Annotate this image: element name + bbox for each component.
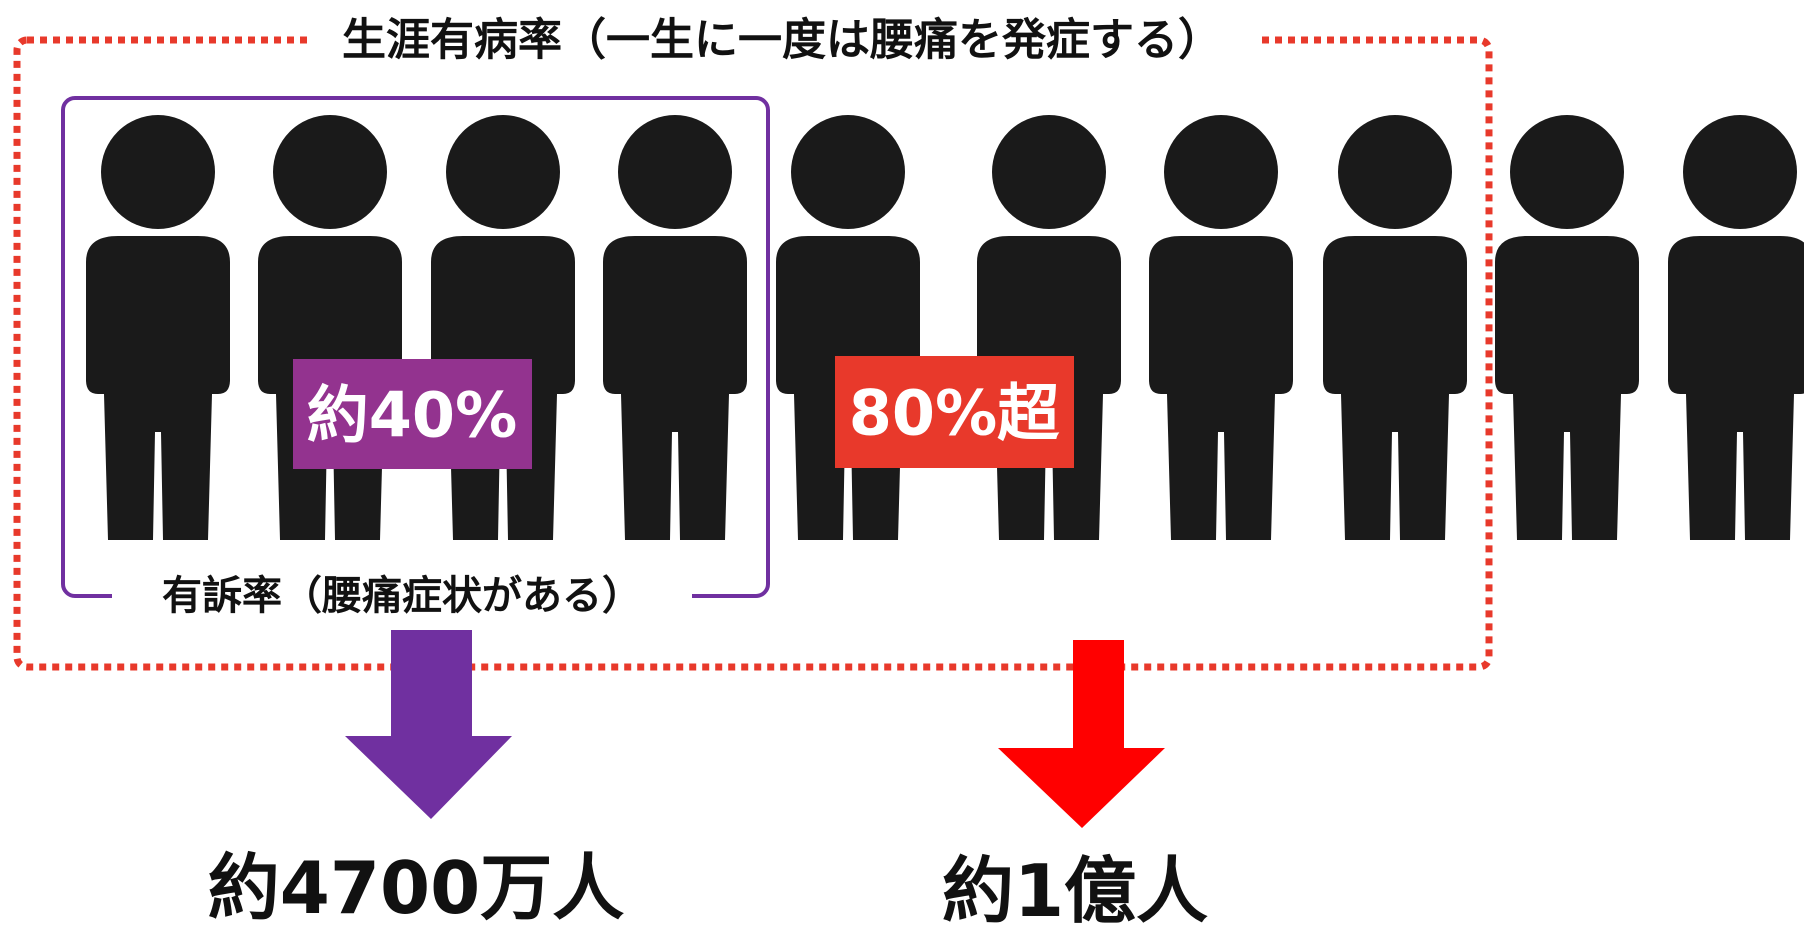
title: 生涯有病率（一生に一度は腰痛を発症する）	[342, 15, 1222, 66]
person-head	[101, 115, 215, 229]
lifetime-frame	[13, 36, 1493, 671]
outer-arrow	[998, 640, 1165, 828]
outer-result: 約1億人	[942, 849, 1208, 930]
person-body	[1495, 236, 1639, 540]
title-bg	[308, 12, 1256, 70]
person-head	[1510, 115, 1624, 229]
people	[86, 115, 1804, 540]
person-body	[1323, 236, 1467, 540]
person-head	[992, 115, 1106, 229]
inner-label: 有訴率（腰痛症状がある）	[162, 573, 642, 619]
person-body	[603, 236, 747, 540]
outer-badge-text: 80%超	[849, 377, 1060, 450]
inner-badge	[293, 359, 532, 469]
person-head	[791, 115, 905, 229]
inner-label-bg	[112, 570, 692, 622]
person-head	[1338, 115, 1452, 229]
person-head	[273, 115, 387, 229]
person-body	[1149, 236, 1293, 540]
outer-badge	[835, 356, 1074, 468]
person-body	[1668, 236, 1804, 540]
inner-result: 約4700万人	[208, 846, 624, 930]
inner-badge-text: 約40%	[307, 379, 517, 452]
inner-arrow	[345, 630, 512, 819]
person-head	[1164, 115, 1278, 229]
person-body	[86, 236, 230, 540]
person-head	[1683, 115, 1797, 229]
person-head	[446, 115, 560, 229]
person-head	[618, 115, 732, 229]
